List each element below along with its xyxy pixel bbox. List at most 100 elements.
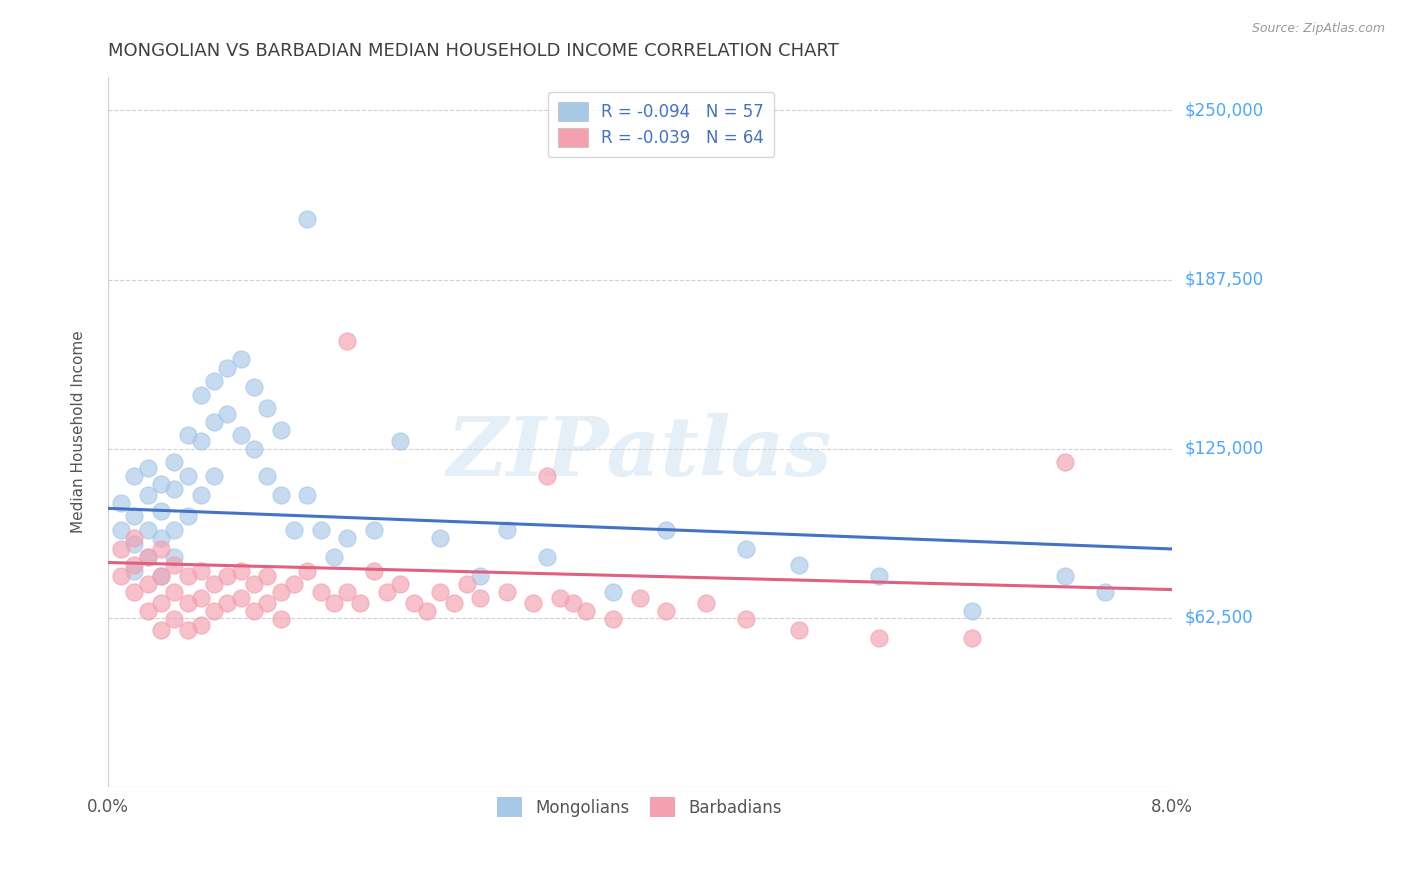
Point (217, 407, 239, 421)
Point (283, 577, 305, 591)
Point (243, 442, 266, 456)
Point (149, 541, 172, 556)
Point (363, 523, 385, 537)
Point (110, 541, 132, 556)
Point (229, 564, 252, 578)
Point (243, 379, 266, 393)
Point (375, 585, 398, 599)
Point (536, 550, 558, 565)
Text: MONGOLIAN VS BARBADIAN MEDIAN HOUSEHOLD INCOME CORRELATION CHART: MONGOLIAN VS BARBADIAN MEDIAN HOUSEHOLD … (108, 42, 838, 60)
Point (217, 596, 239, 610)
Point (176, 596, 198, 610)
Text: ZIPatlas: ZIPatlas (447, 413, 832, 493)
Y-axis label: Median Household Income: Median Household Income (72, 331, 86, 533)
Text: $62,500: $62,500 (1185, 609, 1254, 627)
Point (363, 564, 385, 578)
Text: $125,000: $125,000 (1185, 440, 1264, 458)
Point (124, 536, 146, 550)
Point (468, 569, 491, 583)
Point (548, 591, 571, 605)
Point (110, 496, 132, 510)
Point (735, 612, 758, 626)
Point (229, 352, 252, 367)
Point (256, 401, 278, 416)
Text: $187,500: $187,500 (1185, 270, 1264, 289)
Point (297, 564, 319, 578)
Point (322, 596, 344, 610)
Point (202, 415, 225, 429)
Point (176, 569, 198, 583)
Point (495, 585, 517, 599)
Point (149, 596, 172, 610)
Point (202, 577, 225, 591)
Point (336, 531, 359, 545)
Point (868, 569, 890, 583)
Point (536, 468, 558, 483)
Point (124, 558, 146, 573)
Point (190, 434, 212, 448)
Point (136, 460, 159, 475)
Point (149, 569, 172, 583)
Point (416, 604, 439, 618)
Point (190, 617, 212, 632)
Point (297, 488, 319, 502)
Point (149, 477, 172, 491)
Point (602, 612, 624, 626)
Point (163, 612, 186, 626)
Point (256, 596, 278, 610)
Point (960, 604, 983, 618)
Point (243, 604, 266, 618)
Point (124, 564, 146, 578)
Point (163, 585, 186, 599)
Point (602, 585, 624, 599)
Point (256, 569, 278, 583)
Point (217, 569, 239, 583)
Point (176, 509, 198, 524)
Point (202, 468, 225, 483)
Point (190, 591, 212, 605)
Point (270, 488, 292, 502)
Point (1094, 585, 1116, 599)
Point (124, 585, 146, 599)
Point (429, 531, 451, 545)
Point (190, 387, 212, 401)
Point (217, 360, 239, 375)
Point (468, 591, 491, 605)
Point (628, 591, 651, 605)
Point (655, 604, 678, 618)
Point (495, 523, 517, 537)
Point (190, 488, 212, 502)
Point (1054, 569, 1077, 583)
Point (229, 428, 252, 442)
Point (868, 632, 890, 646)
Point (429, 585, 451, 599)
Point (124, 509, 146, 524)
Point (787, 623, 810, 637)
Point (149, 531, 172, 545)
Text: $250,000: $250,000 (1185, 102, 1264, 120)
Point (163, 558, 186, 573)
Point (655, 523, 678, 537)
Point (735, 541, 758, 556)
Point (136, 604, 159, 618)
Point (456, 577, 478, 591)
Point (270, 612, 292, 626)
Point (575, 604, 598, 618)
Point (136, 550, 159, 565)
Point (443, 596, 465, 610)
Point (336, 585, 359, 599)
Point (136, 488, 159, 502)
Point (149, 623, 172, 637)
Point (163, 550, 186, 565)
Point (309, 523, 332, 537)
Point (136, 550, 159, 565)
Point (136, 577, 159, 591)
Point (562, 596, 585, 610)
Point (695, 596, 717, 610)
Point (336, 334, 359, 348)
Point (163, 483, 186, 497)
Point (176, 428, 198, 442)
Point (297, 211, 319, 226)
Point (270, 423, 292, 437)
Point (389, 577, 412, 591)
